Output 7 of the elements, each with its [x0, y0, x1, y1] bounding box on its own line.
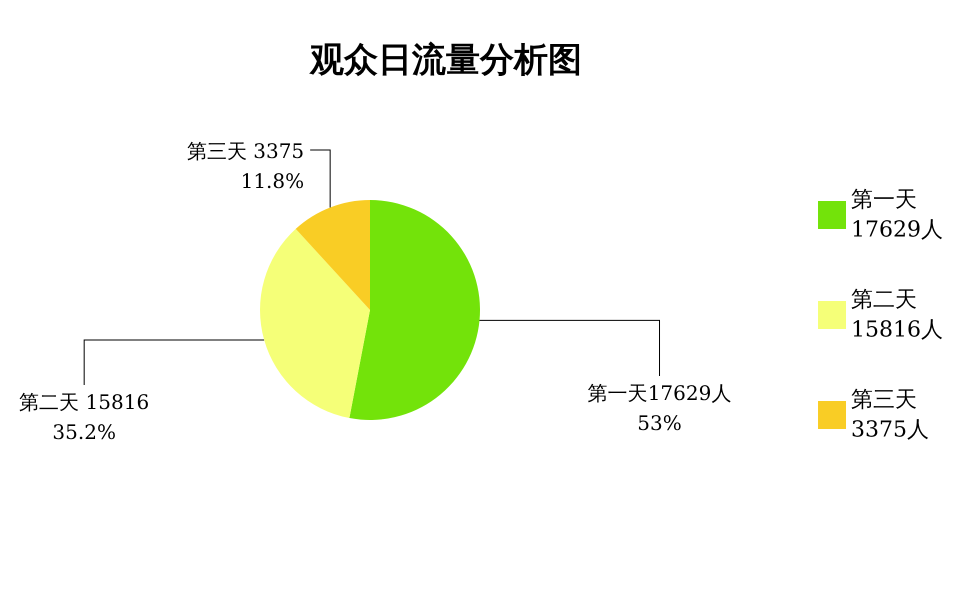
data-label: 第一天17629人 53% [588, 381, 732, 435]
legend-label: 第三天 3375人 [851, 388, 930, 442]
legend-label: 第二天 15816人 [851, 288, 944, 342]
data-label: 第二天 15816 35.2% [19, 390, 150, 444]
data-label: 第三天 3375 11.8% [186, 139, 304, 193]
chart-title: 观众日流量分析图 [309, 40, 582, 80]
legend-label: 第一天 17629人 [851, 188, 944, 242]
